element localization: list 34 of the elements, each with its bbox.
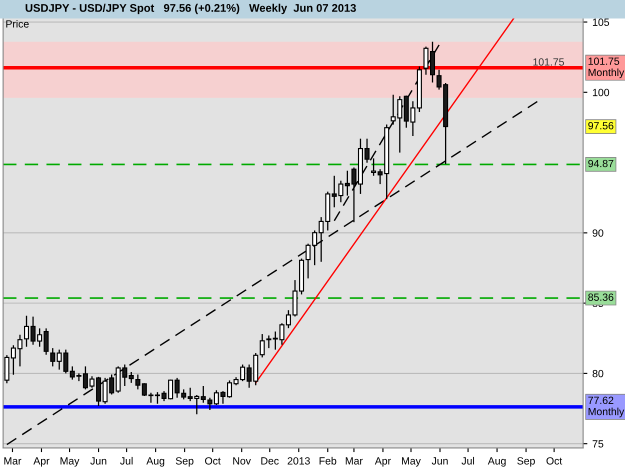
x-tick-label: Mar [4,457,22,465]
x-tick-label: Mar [346,457,363,465]
x-tick-label: Aug [488,457,506,467]
x-tick-label: Oct [546,457,562,465]
x-tick-label: Apr [33,457,50,467]
x-tick-label: Oct [205,457,221,465]
candlestick [390,94,396,126]
y-tick-label: 80 [592,370,604,378]
ref-line-label: 94.87 [588,160,614,168]
x-tick-label: Nov [233,457,251,465]
ref-line-label: 101.75 Monthly [588,58,624,78]
y-tick-label: 75 [592,440,604,448]
annotation: 101.75 [533,58,564,66]
x-tick-label: Sep [517,457,535,467]
x-tick-label: Aug [146,457,164,467]
chart-title: USDJPY - USD/JPY Spot 97.56 (+0.21%) Weekly Jun 07 2013 [26,4,356,14]
y-tick-label: 100 [592,88,610,96]
x-tick-label: Sep [176,457,194,467]
x-tick-label: Jul [120,456,133,465]
x-tick-label: Jun [432,457,448,465]
x-tick-label: Jul [462,456,474,465]
x-tick-label: May [402,457,421,467]
y-tick-label: 90 [592,229,604,237]
y-axis-title: Price [6,20,29,28]
x-tick-label: Feb [320,456,336,465]
x-tick-label: Jun [90,457,106,465]
x-tick-label: 2013 [288,457,310,465]
text: 97.56 [588,122,614,130]
ref-line-label: 85.36 [588,293,614,301]
x-tick-label: Apr [374,457,391,467]
x-tick-label: May [60,457,80,467]
ref-line-label: 77.62 Monthly [588,396,624,418]
x-tick-label: Dec [261,457,279,465]
y-tick-label: 105 [592,18,610,26]
